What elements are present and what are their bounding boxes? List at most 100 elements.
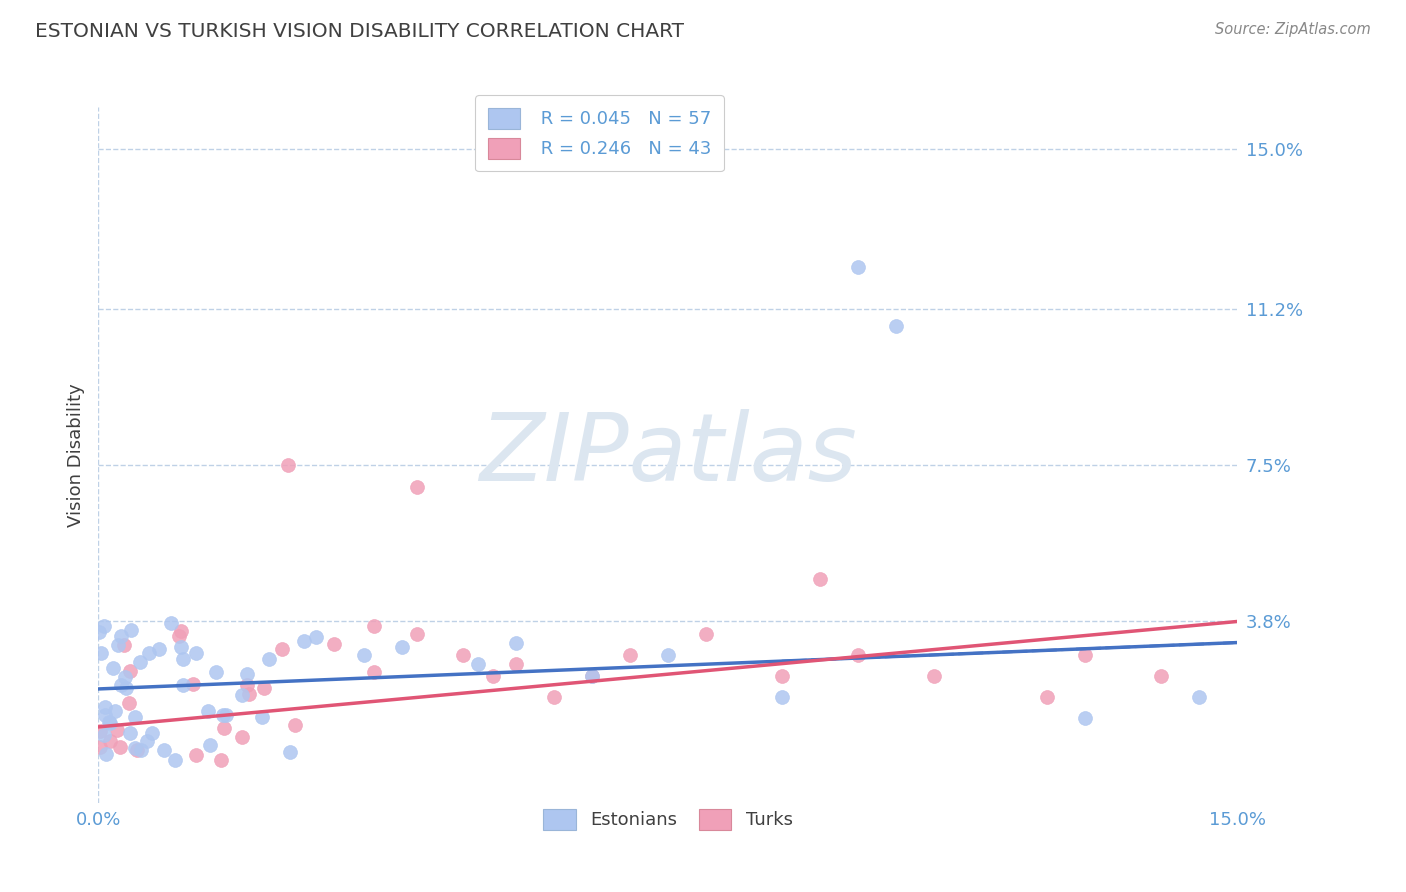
Point	[107, 638, 129, 652]
Point	[695, 627, 717, 641]
Point	[884, 319, 907, 334]
Point	[1074, 711, 1097, 725]
Text: ZIPatlas: ZIPatlas	[479, 409, 856, 500]
Point	[124, 710, 146, 724]
Point	[205, 665, 228, 679]
Point	[238, 687, 260, 701]
Text: ESTONIAN VS TURKISH VISION DISABILITY CORRELATION CHART: ESTONIAN VS TURKISH VISION DISABILITY CO…	[35, 22, 685, 41]
Point	[197, 704, 219, 718]
Point	[406, 479, 429, 493]
Point	[170, 640, 193, 655]
Text: Source: ZipAtlas.com: Source: ZipAtlas.com	[1215, 22, 1371, 37]
Point	[231, 731, 253, 745]
Point	[619, 648, 641, 663]
Point	[165, 753, 187, 767]
Point	[89, 740, 111, 755]
Point	[118, 664, 141, 678]
Point	[236, 678, 259, 692]
Point	[277, 458, 299, 473]
Point	[253, 681, 276, 695]
Point	[114, 670, 136, 684]
Point	[136, 734, 159, 748]
Point	[138, 646, 160, 660]
Point	[112, 639, 135, 653]
Point	[181, 677, 204, 691]
Point	[212, 707, 235, 722]
Point	[922, 669, 945, 683]
Point	[257, 652, 280, 666]
Point	[581, 669, 603, 683]
Point	[124, 741, 146, 756]
Point	[94, 699, 117, 714]
Point	[770, 669, 793, 683]
Point	[118, 726, 141, 740]
Point	[353, 648, 375, 663]
Point	[184, 646, 207, 660]
Point	[131, 743, 153, 757]
Point	[406, 627, 429, 641]
Point	[160, 616, 183, 631]
Point	[215, 708, 238, 723]
Point	[127, 743, 149, 757]
Point	[323, 637, 346, 651]
Point	[93, 618, 115, 632]
Point	[101, 661, 124, 675]
Point	[252, 710, 274, 724]
Point	[94, 708, 117, 723]
Y-axis label: Vision Disability: Vision Disability	[66, 383, 84, 527]
Point	[148, 642, 170, 657]
Point	[543, 690, 565, 705]
Point	[391, 640, 413, 654]
Point	[505, 635, 527, 649]
Point	[172, 678, 194, 692]
Point	[846, 648, 869, 663]
Point	[292, 633, 315, 648]
Point	[170, 624, 193, 639]
Point	[231, 688, 253, 702]
Point	[129, 655, 152, 669]
Point	[363, 665, 385, 679]
Point	[581, 669, 603, 683]
Point	[770, 690, 793, 705]
Point	[141, 726, 163, 740]
Point	[89, 625, 111, 640]
Point	[110, 629, 132, 643]
Point	[110, 677, 132, 691]
Point	[115, 681, 138, 696]
Point	[1036, 690, 1059, 705]
Point	[305, 630, 328, 644]
Point	[172, 652, 194, 666]
Point	[184, 747, 207, 762]
Point	[657, 648, 679, 663]
Point	[169, 629, 191, 643]
Point	[89, 724, 111, 739]
Point	[198, 738, 221, 752]
Point	[1074, 648, 1097, 663]
Point	[1188, 690, 1211, 705]
Point	[104, 704, 127, 718]
Point	[98, 733, 121, 747]
Point	[105, 723, 128, 737]
Point	[98, 715, 121, 730]
Point	[212, 721, 235, 735]
Point	[118, 697, 141, 711]
Point	[808, 572, 831, 586]
Point	[90, 646, 112, 660]
Point	[505, 657, 527, 671]
Point	[98, 714, 121, 729]
Point	[271, 642, 294, 657]
Point	[482, 669, 505, 683]
Point	[236, 666, 259, 681]
Point	[96, 747, 118, 762]
Point	[278, 745, 301, 759]
Point	[467, 657, 489, 671]
Point	[93, 728, 115, 742]
Point	[108, 740, 131, 755]
Point	[120, 623, 142, 637]
Point	[209, 753, 232, 767]
Point	[451, 648, 474, 663]
Legend: Estonians, Turks: Estonians, Turks	[530, 797, 806, 842]
Point	[153, 743, 176, 757]
Point	[363, 619, 385, 633]
Point	[284, 718, 307, 732]
